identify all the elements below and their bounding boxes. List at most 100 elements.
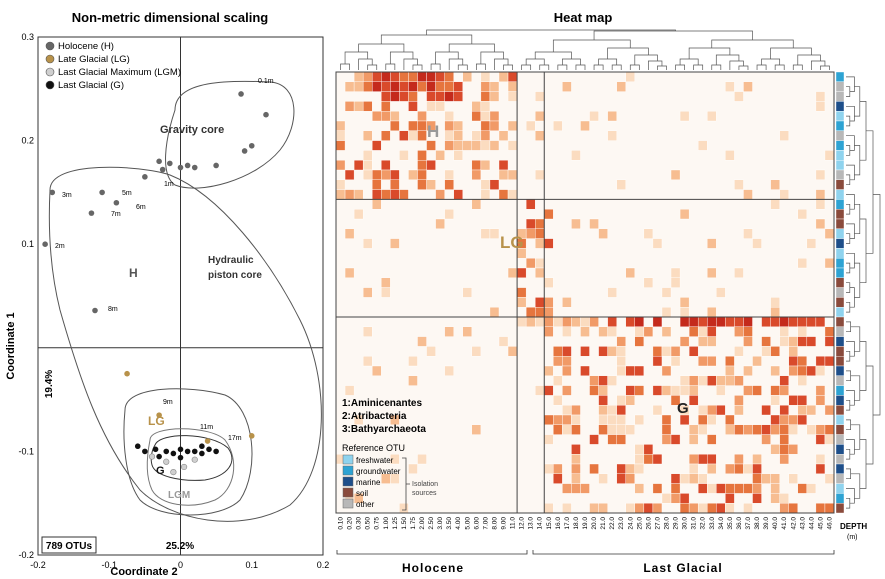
dendrogram-branch: [854, 145, 861, 176]
heatmap-cell: [725, 150, 735, 161]
column-label: 42.0: [790, 517, 797, 530]
heatmap-cell: [489, 179, 500, 190]
y-tick-label: -0.2: [18, 550, 34, 560]
heatmap-cell: [679, 297, 690, 308]
heatmap-cell: [381, 91, 391, 102]
dendrogram-branch: [854, 86, 861, 117]
heatmap-cell: [688, 375, 699, 386]
heatmap-cell: [752, 473, 762, 484]
column-label: 0.30: [356, 517, 363, 530]
heatmap-cell: [725, 365, 735, 377]
heatmap-cell: [390, 414, 400, 426]
heatmap-cell: [435, 81, 445, 92]
heatmap-cell: [770, 385, 780, 396]
heatmap-cell: [471, 140, 482, 151]
holocene-bracket: [336, 550, 528, 555]
heatmap-cell: [643, 326, 654, 337]
heatmap-cell: [589, 110, 599, 122]
heatmap-cell: [707, 110, 717, 122]
heatmap-cell: [399, 91, 409, 102]
heatmap-cell: [489, 140, 500, 151]
dendrogram-branch: [385, 63, 396, 70]
heatmap-cell: [734, 375, 744, 386]
dendrogram-branch: [358, 43, 405, 52]
heatmap-cell: [707, 414, 717, 426]
reference-cell: [835, 228, 845, 239]
group-label-lg: LG: [148, 414, 165, 428]
heatmap-cell: [372, 179, 382, 190]
heatmap-cell: [435, 101, 445, 112]
heatmap-cell: [707, 463, 717, 475]
heatmap-cell: [824, 228, 835, 239]
reference-cell: [835, 444, 845, 455]
heatmap-cell: [390, 110, 400, 122]
column-label: 12.0: [519, 517, 526, 530]
heatmap-cell: [571, 444, 581, 455]
heatmap-cell: [707, 434, 717, 445]
column-label: 20.0: [591, 517, 598, 530]
heatmap-cell: [390, 473, 400, 484]
dendrogram-branch: [846, 164, 855, 181]
dendrogram-branch: [634, 54, 658, 65]
nmds-panel: Non-metric dimensional scaling -0.2 -0.1 0…: [5, 10, 329, 578]
heatmap-cell: [752, 454, 762, 465]
heatmap-cell: [788, 365, 798, 377]
heatmap-cell: [408, 120, 418, 132]
heatmap-cell: [353, 101, 364, 112]
heatmap-cell: [426, 346, 436, 357]
taxa-label: 1:Aminicenantes: [342, 398, 422, 409]
scatter-point: [99, 189, 105, 196]
heatmap-cell: [761, 434, 771, 445]
heatmap-cell: [725, 414, 735, 426]
heatmap-cell: [734, 91, 744, 102]
dendrogram-branch: [859, 341, 867, 391]
dendrogram-branch: [846, 145, 851, 156]
dendrogram-branch: [344, 51, 369, 64]
reference-cell: [835, 277, 845, 288]
heatmap-cell: [797, 208, 808, 220]
heatmap-cell: [399, 150, 409, 161]
heatmap-cell: [335, 130, 346, 141]
heatmap-cell: [571, 150, 581, 161]
heatmap-cell: [824, 503, 835, 514]
heatmap-cell: [661, 346, 672, 357]
heatmap-cell: [770, 365, 780, 377]
dendrogram-branch: [389, 51, 414, 64]
legend-marker: [45, 41, 55, 51]
dendrogram-branch: [846, 419, 851, 431]
dendrogram-branch: [846, 115, 851, 127]
heatmap-cell: [679, 316, 690, 328]
heatmap-cell: [652, 385, 663, 396]
isolation-label: sources: [412, 490, 437, 497]
heatmap-cell: [535, 110, 545, 122]
dendrogram-branch: [575, 64, 586, 70]
heatmap-cell: [444, 179, 454, 190]
column-label: 2.00: [419, 517, 426, 530]
heatmap-cell: [353, 159, 364, 171]
heatmap-cell: [797, 336, 808, 347]
heatmap-cell: [426, 159, 436, 171]
column-label: 22.0: [609, 517, 616, 530]
reference-cell: [835, 130, 845, 141]
reference-swatch: [342, 476, 354, 487]
heatmap-cell: [788, 503, 798, 514]
heatmap-cell: [661, 493, 672, 504]
heatmap-cell: [634, 483, 645, 494]
heatmap-cell: [471, 101, 482, 112]
heatmap-cell: [453, 150, 463, 161]
column-label: 1.75: [410, 517, 417, 530]
heatmap-cell: [453, 189, 463, 200]
heatmap-cell: [498, 130, 509, 141]
heatmap-cell: [779, 326, 789, 337]
scatter-point: [156, 453, 162, 460]
heatmap-cell: [788, 395, 798, 406]
heatmap-cell: [571, 218, 581, 230]
heatmap-cell: [408, 91, 418, 102]
reference-cell: [835, 336, 845, 347]
column-label: 4.00: [455, 517, 462, 530]
heatmap-cell: [544, 238, 554, 249]
heatmap-cell: [734, 316, 744, 328]
heatmap-cell: [435, 189, 445, 200]
column-label: 29.0: [673, 517, 680, 530]
heatmap-cell: [408, 356, 418, 367]
